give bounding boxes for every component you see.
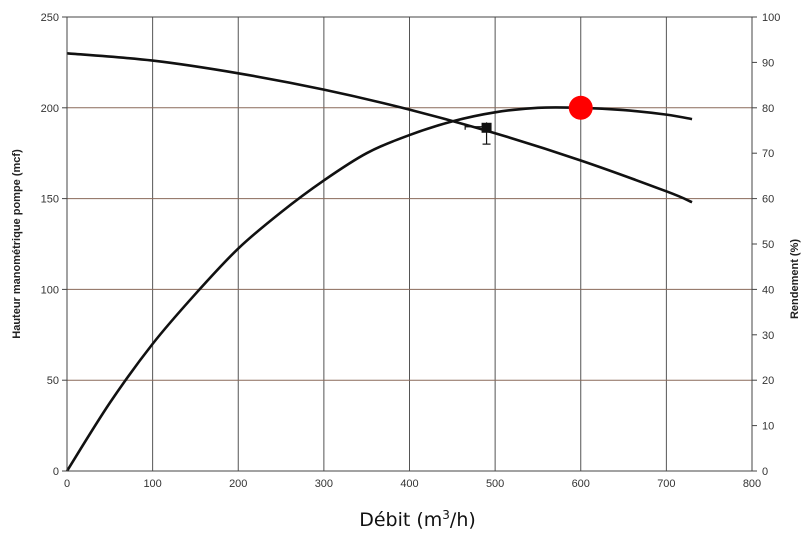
x-tick-label: 300 (315, 478, 333, 490)
x-axis-title: Débit (m3/h) (359, 508, 476, 531)
y-right-tick-label: 100 (762, 12, 780, 24)
plot-frame (66, 16, 753, 472)
y-right-tick-label: 40 (762, 284, 774, 296)
y-left-tick-label: 0 (53, 466, 59, 478)
y-axis-left-title: Hauteur manométrique pompe (mcf) (11, 149, 23, 339)
markers (464, 95, 593, 145)
y-right-tick-label: 80 (762, 103, 774, 115)
ticks: 0 100 200 300 400 500 600 700 800050100150200250… (41, 12, 781, 490)
x-tick-label: 700 (657, 478, 675, 490)
efficiency-curve (65, 106, 693, 472)
y-left-tick-label: 100 (41, 284, 59, 296)
x-tick-label: 100 (143, 478, 161, 490)
y-right-tick-label: 90 (762, 57, 774, 69)
y-right-tick-label: 70 (762, 148, 774, 160)
x-tick-label: 400 (400, 478, 418, 490)
series (65, 52, 693, 472)
y-right-tick-label: 10 (762, 421, 774, 433)
y-axis-right-title: Rendement (%) (789, 239, 801, 319)
y-left-tick-label: 50 (47, 375, 59, 387)
y-right-tick-label: 50 (762, 239, 774, 251)
x-axis-title-sup: 3 (442, 508, 450, 522)
y-right-tick-label: 0 (762, 466, 768, 478)
best-efficiency-point-marker (568, 95, 593, 120)
x-tick-label: 200 (229, 478, 247, 490)
x-tick-label: 600 (572, 478, 590, 490)
y-right-tick-label: 30 (762, 330, 774, 342)
x-tick-label: 800 (743, 478, 761, 490)
x-tick-label: 0 (64, 478, 70, 490)
x-axis-title-main: Débit (m (359, 509, 442, 531)
y-right-tick-label: 60 (762, 194, 774, 206)
y-left-tick-label: 200 (41, 103, 59, 115)
x-axis-title-end: /h) (450, 509, 476, 531)
operating-point-marker (481, 122, 492, 133)
y-left-tick-label: 250 (41, 12, 59, 24)
y-left-tick-label: 150 (41, 194, 59, 206)
y-right-tick-label: 20 (762, 375, 774, 387)
x-tick-label: 500 (486, 478, 504, 490)
grid (66, 16, 753, 472)
head-curve (66, 52, 693, 204)
